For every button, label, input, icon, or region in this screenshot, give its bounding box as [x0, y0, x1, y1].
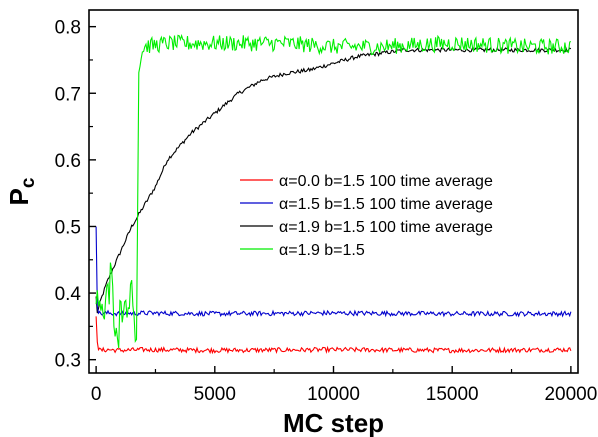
legend-label: α=0.0 b=1.5 100 time average: [279, 173, 493, 190]
axis-ticks: 0 5000 10000 15000 20000 0.3 0.4 0.5 0.6 0.7 0.8: [55, 18, 598, 405]
y-tick-label: 0.3: [55, 351, 81, 372]
series-line: [95, 33, 572, 349]
x-axis-title: MC step: [283, 408, 384, 437]
legend-label: α=1.9 b=1.5 100 time average: [279, 219, 493, 236]
series-lines: [95, 33, 572, 355]
y-axis-title-subscript: c: [18, 177, 39, 188]
y-tick-label: 0.5: [55, 217, 81, 238]
y-tick-label: 0.4: [55, 284, 82, 305]
legend: α=0.0 b=1.5 100 time average α=1.5 b=1.5 …: [240, 173, 493, 259]
y-tick-label: 0.6: [55, 151, 81, 172]
legend-label: α=1.5 b=1.5 100 time average: [279, 196, 493, 213]
y-tick-label: 0.7: [55, 84, 81, 105]
series-line: [95, 226, 572, 318]
y-axis-title: Pc: [4, 177, 39, 205]
y-tick-label: 0.8: [55, 18, 81, 39]
series-line: [95, 316, 572, 355]
x-tick-label: 20000: [544, 384, 597, 405]
x-tick-label: 15000: [426, 384, 479, 405]
y-axis-title-main: P: [4, 188, 34, 205]
legend-label: α=1.9 b=1.5: [279, 242, 365, 259]
x-tick-label: 10000: [307, 384, 360, 405]
x-tick-label: 5000: [194, 384, 236, 405]
x-tick-label: 0: [91, 384, 102, 405]
plot-frame: [88, 9, 579, 374]
